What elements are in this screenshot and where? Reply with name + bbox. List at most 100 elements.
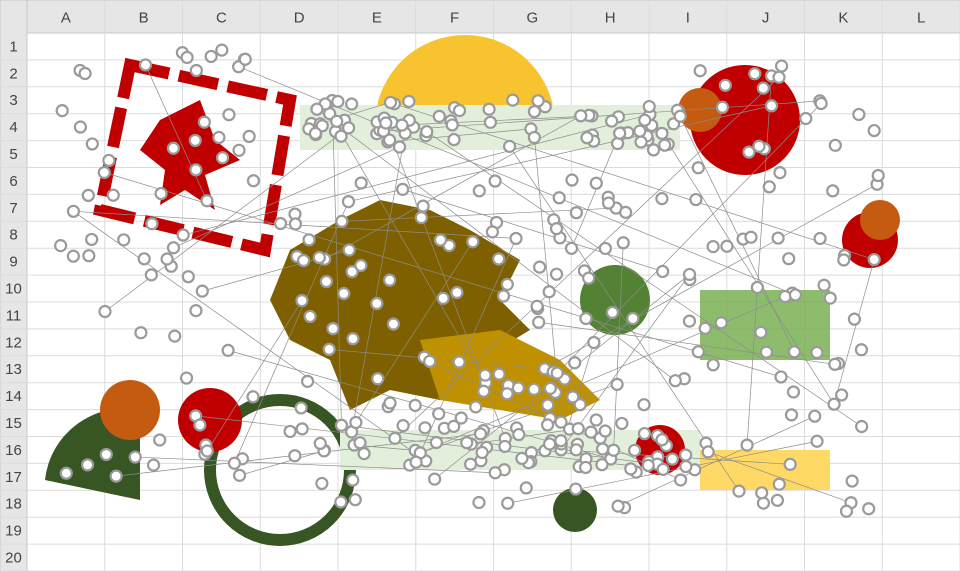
handle [334,418,349,432]
handle [295,294,309,308]
handle [335,214,349,228]
handle [463,457,478,471]
handle [303,309,317,324]
handle [598,424,612,438]
orange-circle[interactable] [678,88,722,132]
handle [189,63,203,78]
handle [540,418,555,432]
handle [445,118,459,132]
handle [154,186,168,201]
handle [627,443,642,457]
handle [752,139,766,153]
handle [569,443,583,457]
handle [197,115,211,129]
connector [316,108,676,381]
handle [598,241,612,256]
column-header: L [917,9,925,26]
handle [783,457,797,471]
connector [401,115,592,126]
handle [500,277,514,291]
handle [720,239,734,253]
handle [589,176,603,190]
handle [867,123,881,138]
handle [813,231,827,246]
handle [837,253,851,267]
handle [619,205,633,219]
handle [610,136,625,151]
handle [715,100,730,114]
handle [288,217,303,231]
handle [740,438,754,452]
handle [689,192,703,207]
handle [345,265,359,279]
handle [589,413,603,427]
handle [862,502,876,516]
handle [693,64,707,78]
handle [673,473,688,487]
handle [787,345,801,359]
orange-circle[interactable] [860,200,900,240]
connector [402,189,663,272]
red-circle[interactable] [690,65,800,175]
handle [66,249,80,263]
row-header: 2 [9,65,17,82]
green-circle[interactable] [553,488,597,532]
handle [605,114,619,128]
handle [744,230,758,244]
handle [383,396,397,410]
handle [408,398,422,412]
red-star[interactable] [140,100,240,210]
handle [774,370,788,384]
handle [106,188,120,202]
handle [477,384,491,398]
handle [166,141,181,155]
handle [810,345,824,360]
connector [387,128,531,143]
handle [810,434,824,448]
connector [145,64,208,201]
red-circle[interactable] [178,388,242,452]
handle [85,137,99,151]
handle [784,408,799,422]
handle [432,109,446,123]
handle [595,442,610,456]
handle [774,59,789,73]
handle [300,374,315,388]
handle [515,451,529,466]
handle [423,354,437,368]
handle [429,435,444,450]
handle [655,192,669,206]
handle [420,125,434,139]
handle [606,443,621,457]
handle [414,211,428,225]
handle [615,416,629,431]
connector [420,384,618,454]
row-header: 5 [9,146,17,163]
row-header: 9 [9,254,17,271]
row-header: 14 [5,388,22,405]
handle [771,231,785,245]
column-header: F [450,9,459,26]
handle [532,315,546,329]
connector [331,100,342,426]
handle [232,143,246,157]
handle [845,474,859,488]
handle [227,456,242,470]
column-header: E [372,9,382,26]
connector [833,259,875,405]
handle [673,109,687,123]
handle [788,288,803,302]
orange-circle[interactable] [100,380,160,440]
gold-shape[interactable] [420,330,600,420]
handle [808,409,822,423]
handle [755,486,769,500]
handle [246,390,260,404]
handle [828,138,842,152]
handle [527,104,541,119]
connector [544,183,878,370]
handle [232,468,247,482]
handle [637,426,652,441]
handle [587,335,601,350]
handle [189,303,203,318]
